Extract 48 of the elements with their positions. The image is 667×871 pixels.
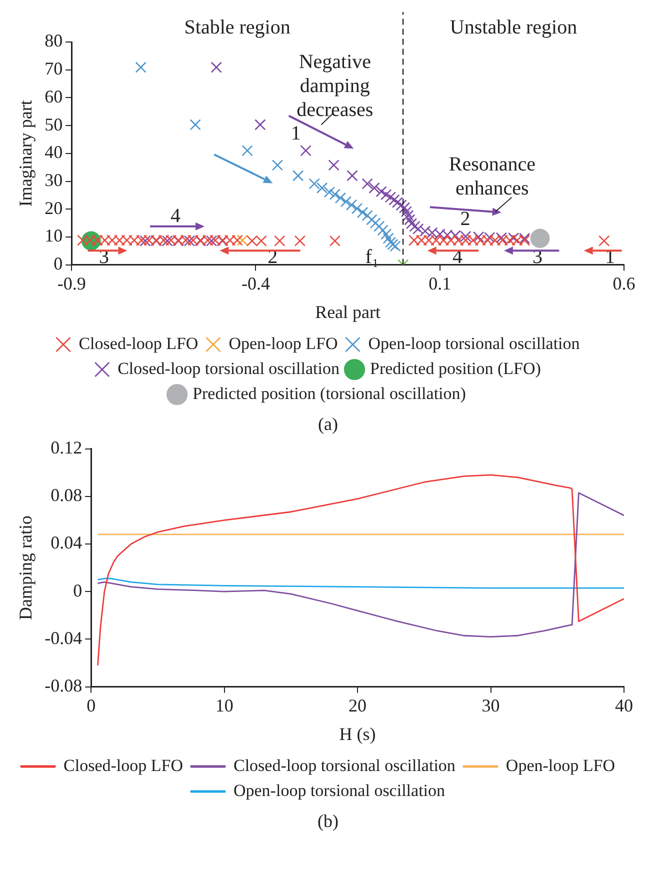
- annotation: Resonance enhances: [448, 153, 536, 200]
- annotation: 1: [290, 122, 301, 145]
- y-tick-label: 10: [44, 226, 63, 246]
- text: (b): [316, 810, 340, 832]
- x-tick-label: -0.4: [241, 273, 270, 294]
- y-tick-label: 0.12: [50, 438, 82, 458]
- y-tick-label: -0.08: [44, 676, 82, 696]
- y-tick-label: 0.08: [50, 485, 82, 506]
- annotation: Negative damping decreases: [296, 50, 374, 121]
- x-tick-label: -0.9: [57, 273, 86, 294]
- x-axis-title: Real part: [315, 302, 381, 322]
- y-tick-label: 50: [44, 114, 63, 134]
- legend-label: Predicted position (LFO): [370, 358, 541, 378]
- x-tick-label: 0.1: [428, 273, 452, 294]
- y-tick-label: 20: [44, 198, 63, 218]
- legend-label: Closed-loop torsional oscillation: [233, 756, 456, 775]
- y-tick-label: 80: [44, 30, 63, 51]
- y-tick-label: 70: [44, 58, 63, 79]
- text: Stable region: [184, 16, 290, 38]
- y-tick-label: 0: [73, 580, 82, 600]
- y-tick-label: 30: [44, 170, 63, 190]
- x-tick-label: 0.6: [612, 273, 636, 294]
- x-tick-label: 40: [615, 695, 633, 716]
- text: (a): [317, 413, 339, 435]
- text: Unstable region: [450, 16, 578, 38]
- annotation: 2: [460, 208, 470, 230]
- x-tick-label: 20: [348, 695, 367, 716]
- legend-label: Predicted position (torsional oscillation): [192, 384, 466, 403]
- y-tick-label: 60: [44, 86, 63, 106]
- x-axis-title: H (s): [339, 724, 376, 744]
- legend-label: Closed-loop LFO: [64, 756, 183, 775]
- legend-label: Closed-loop torsional oscillation: [118, 358, 340, 378]
- annotation: 4: [170, 205, 180, 228]
- legend-label: Open-loop torsional oscillation: [233, 780, 446, 800]
- y-tick-label: 0.04: [50, 532, 82, 553]
- y-axis-title: Imaginary part: [16, 100, 36, 207]
- x-tick-label: 0: [86, 695, 96, 716]
- annotation: f₁: [365, 246, 379, 268]
- legend-label: Open-loop torsional oscillation: [368, 334, 580, 353]
- y-tick-label: 40: [44, 142, 63, 162]
- y-tick-label: 0: [54, 254, 63, 274]
- y-axis-title: Damping ratio: [16, 516, 36, 620]
- x-tick-label: 30: [482, 695, 500, 716]
- y-tick-label: -0.04: [44, 628, 82, 648]
- legend-label: Open-loop LFO: [506, 756, 615, 775]
- legend-label: Closed-loop LFO: [78, 334, 198, 353]
- x-tick-label: 10: [215, 695, 234, 716]
- legend-label: Open-loop LFO: [228, 334, 338, 353]
